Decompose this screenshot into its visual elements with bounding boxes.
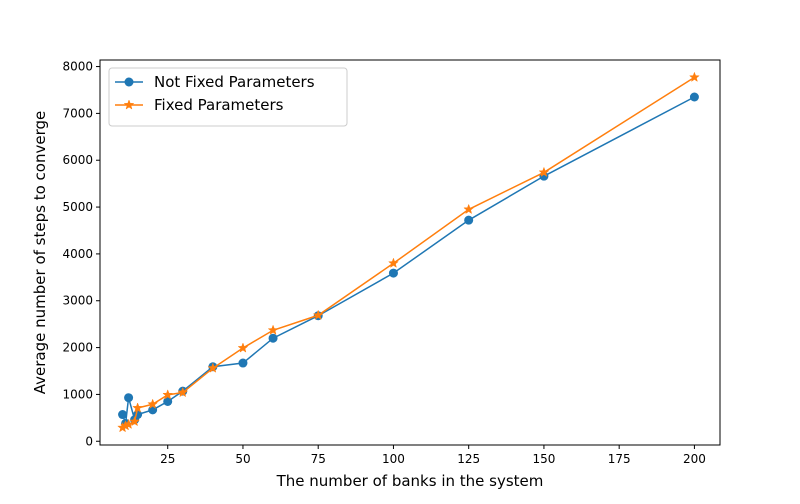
x-tick-label: 200 — [683, 452, 706, 466]
legend-label: Not Fixed Parameters — [154, 73, 315, 91]
data-point — [129, 415, 141, 427]
x-tick-label: 75 — [311, 452, 326, 466]
x-axis-label: The number of banks in the system — [276, 472, 544, 490]
series-1 — [118, 92, 699, 428]
data-point — [388, 268, 398, 278]
y-tick-label: 7000 — [62, 106, 93, 120]
data-point — [463, 203, 475, 215]
x-tick-label: 100 — [382, 452, 405, 466]
legend-label: Fixed Parameters — [154, 96, 284, 114]
series-2 — [117, 71, 700, 433]
legend-marker — [124, 77, 134, 87]
legend-box — [108, 67, 348, 127]
data-point — [267, 324, 279, 335]
axes: 25 50 75 100 125 150 175 2000100020003000400050… — [62, 60, 705, 466]
y-tick-label: 3000 — [62, 294, 93, 308]
data-point — [163, 396, 173, 406]
data-point — [123, 418, 135, 430]
data-point — [207, 362, 219, 373]
plot-series — [117, 71, 700, 433]
y-tick-label: 2000 — [62, 341, 93, 355]
series-line — [121, 96, 695, 424]
data-point — [688, 71, 700, 82]
data-point — [124, 393, 134, 403]
x-tick-label: 150 — [532, 452, 555, 466]
x-tick-label: 125 — [457, 452, 480, 466]
x-tick-label: 25 — [160, 452, 175, 466]
x-tick-label: 175 — [608, 452, 631, 466]
data-point — [538, 166, 550, 178]
data-point — [162, 389, 174, 400]
y-tick-label: 6000 — [62, 153, 93, 167]
data-point — [464, 215, 474, 225]
data-point — [132, 402, 144, 413]
y-tick-label: 8000 — [62, 60, 93, 74]
data-point — [268, 333, 278, 343]
legend: Not Fixed Parameters Fixed Parameters — [108, 67, 348, 127]
y-tick-label: 5000 — [62, 200, 93, 214]
y-tick-label: 4000 — [62, 247, 93, 261]
series-line — [122, 76, 695, 429]
data-point — [118, 410, 128, 420]
legend-entry: Fixed Parameters — [115, 96, 284, 114]
legend-marker — [123, 99, 135, 110]
data-point — [237, 342, 249, 353]
legend-entry: Not Fixed Parameters — [115, 73, 315, 91]
data-point — [388, 257, 399, 268]
plot-frame — [99, 59, 721, 446]
data-point — [238, 358, 248, 368]
data-point — [689, 92, 699, 102]
data-point — [147, 398, 159, 409]
y-tick-label: 0 — [85, 434, 93, 448]
y-axis-label: Average number of steps to converge — [31, 111, 49, 394]
x-tick-label: 50 — [235, 452, 250, 466]
data-point — [177, 386, 189, 398]
data-point — [148, 405, 158, 415]
data-point — [312, 309, 324, 320]
y-tick-label: 1000 — [62, 387, 93, 401]
